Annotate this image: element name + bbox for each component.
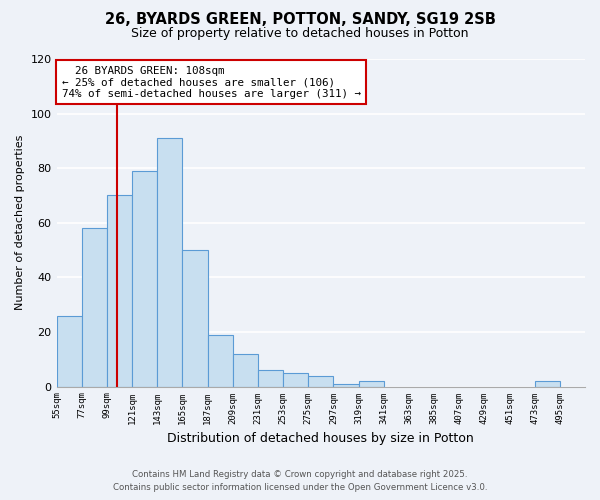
Bar [308, 376, 334, 386]
X-axis label: Distribution of detached houses by size in Potton: Distribution of detached houses by size … [167, 432, 474, 445]
Y-axis label: Number of detached properties: Number of detached properties [15, 135, 25, 310]
Bar [107, 196, 132, 386]
Text: Contains HM Land Registry data © Crown copyright and database right 2025.
Contai: Contains HM Land Registry data © Crown c… [113, 470, 487, 492]
Text: Size of property relative to detached houses in Potton: Size of property relative to detached ho… [131, 28, 469, 40]
Text: 26, BYARDS GREEN, POTTON, SANDY, SG19 2SB: 26, BYARDS GREEN, POTTON, SANDY, SG19 2S… [104, 12, 496, 26]
Bar [182, 250, 208, 386]
Text: 26 BYARDS GREEN: 108sqm  
← 25% of detached houses are smaller (106)
74% of semi: 26 BYARDS GREEN: 108sqm ← 25% of detache… [62, 66, 361, 99]
Bar [157, 138, 182, 386]
Bar [82, 228, 107, 386]
Bar [132, 171, 157, 386]
Bar [283, 373, 308, 386]
Bar [233, 354, 258, 386]
Bar [208, 334, 233, 386]
Bar [258, 370, 283, 386]
Bar [334, 384, 359, 386]
Bar [56, 316, 82, 386]
Bar [535, 381, 560, 386]
Bar [359, 381, 383, 386]
